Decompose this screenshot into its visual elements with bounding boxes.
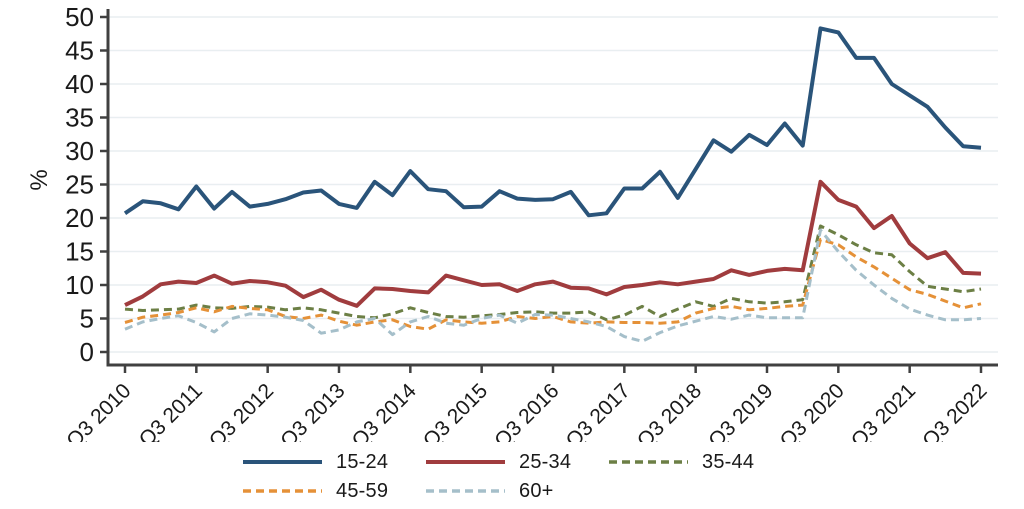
y-tick-label: 30	[65, 136, 94, 166]
y-tick-label: 5	[80, 304, 94, 334]
x-tick-label: Q3 2022	[918, 379, 991, 442]
legend-item-15-24: 15-24	[242, 449, 425, 475]
x-tick-label: Q3 2013	[276, 379, 349, 442]
y-tick-label: 0	[80, 337, 94, 367]
x-tick-label: Q3 2021	[847, 379, 920, 442]
x-tick-label: Q3 2011	[135, 379, 207, 442]
x-tick-label: Q3 2020	[776, 379, 849, 442]
x-tick-label: Q3 2015	[419, 379, 492, 442]
legend-label: 60+	[519, 479, 554, 502]
legend-swatch-dashed-line	[426, 489, 505, 493]
x-tick-label: Q3 2017	[562, 379, 635, 442]
series-line-15-24	[123, 26, 982, 218]
x-tick-label: Q3 2019	[704, 379, 777, 442]
y-tick-label: 20	[65, 203, 94, 233]
legend-item-35-44: 35-44	[608, 449, 791, 475]
x-tick-label: Q3 2014	[348, 379, 421, 442]
y-axis-label: %	[26, 169, 53, 191]
legend-label: 45-59	[336, 479, 389, 502]
legend-label: 15-24	[336, 450, 389, 473]
y-tick-label: 15	[65, 237, 94, 267]
legend-item-25-34: 25-34	[425, 449, 608, 475]
series-line-35-44	[124, 224, 982, 322]
series-line-25-34	[124, 179, 982, 308]
legend-swatch-dashed-line	[609, 460, 688, 464]
x-tick-label: Q3 2018	[633, 379, 706, 442]
chart-legend: 15-24 25-34 35-44 45-59 60+	[242, 449, 791, 504]
legend-swatch-dashed-line	[243, 489, 322, 493]
x-tick-label: Q3 2016	[490, 379, 563, 442]
legend-label: 35-44	[702, 450, 755, 473]
legend-item-60+: 60+	[425, 478, 608, 504]
y-tick-label: 45	[65, 36, 94, 66]
series-lines	[123, 26, 982, 343]
legend-swatch-solid-line	[243, 460, 322, 464]
y-tick-label: 25	[65, 170, 94, 200]
x-tick-label: Q3 2010	[62, 379, 135, 442]
series-line-45-59	[124, 237, 982, 331]
legend-label: 25-34	[519, 450, 572, 473]
y-tick-label: 35	[65, 103, 94, 133]
y-tick-label: 40	[65, 69, 94, 99]
series-line-60+	[124, 228, 982, 343]
legend-swatch-solid-line	[426, 460, 505, 464]
y-gridlines	[108, 16, 998, 353]
x-tick-label: Q3 2012	[205, 379, 278, 442]
y-tick-label: 50	[65, 2, 94, 32]
legend-item-45-59: 45-59	[242, 478, 425, 504]
y-tick-label: 10	[65, 270, 94, 300]
